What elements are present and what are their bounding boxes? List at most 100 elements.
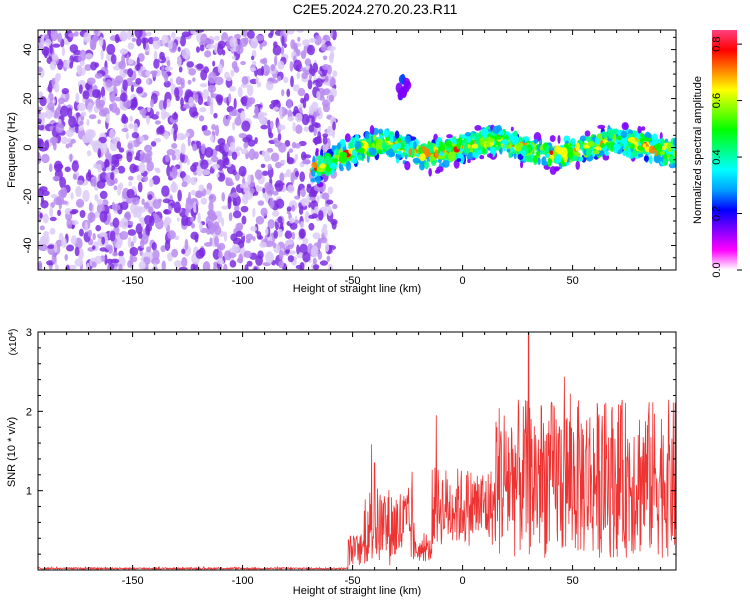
colorbar-label: Normalized spectral amplitude [692, 76, 704, 224]
spectrogram-noise-blob [71, 220, 79, 226]
spectrogram-signal-blob [673, 137, 676, 147]
spectrogram-noise-blob [52, 175, 60, 181]
spectrogram-noise-blob [112, 217, 120, 228]
spectrogram-noise-blob [53, 242, 58, 254]
spectrogram-noise-blob [307, 44, 315, 56]
spectrogram-signal-blob [535, 150, 541, 157]
spectrogram-noise-blob [189, 216, 195, 223]
spectrogram-signal-blob [453, 159, 460, 169]
spectrogram-noise-blob [326, 199, 334, 205]
spectrogram-signal-blob [438, 141, 446, 152]
spectrogram-signal-blob [486, 153, 494, 158]
snr-scale-label: (x104) [8, 329, 20, 356]
spectrogram-noise-blob [247, 84, 254, 97]
spectrogram-noise-blob [119, 231, 129, 240]
snr-line [38, 332, 676, 570]
spectrogram-noise-blob [297, 186, 301, 199]
spectrogram-noise-blob [179, 77, 185, 86]
spectrogram-noise-blob [301, 159, 311, 165]
spectrogram-noise-blob [295, 124, 303, 135]
spectrogram-noise-blob [46, 97, 51, 104]
spectrogram-noise-blob [146, 160, 154, 172]
spectrogram-noise-blob [155, 168, 161, 174]
spectrogram-noise-blob [310, 245, 319, 258]
spectrogram-noise-blob [296, 244, 300, 255]
spectrogram-noise-blob [150, 98, 154, 108]
spectrogram-noise-blob [212, 248, 221, 260]
spectrogram-noise-blob [200, 197, 207, 205]
spectrogram-noise-blob [186, 158, 190, 166]
spectrogram-noise-blob [299, 171, 306, 183]
spectrogram-signal-blob [358, 147, 365, 154]
spectrogram-noise-blob [65, 129, 74, 137]
spectrogram-noise-blob [239, 37, 248, 48]
spectrogram-y-tick-label: 0 [22, 144, 34, 150]
spectrogram-noise-blob [255, 35, 265, 42]
spectrogram-x-tick-label: 50 [566, 275, 578, 287]
spectrogram-noise-blob [287, 255, 294, 263]
spectrogram-noise-blob [223, 263, 228, 270]
spectrogram-signal-blob [549, 155, 554, 160]
spectrogram-noise-blob [186, 91, 194, 97]
spectrogram-noise-blob [181, 31, 191, 38]
spectrogram-noise-blob [274, 180, 284, 192]
spectrogram-noise-blob [208, 193, 217, 203]
spectrogram-noise-blob [188, 96, 195, 107]
spectrogram-noise-blob [320, 43, 328, 52]
spectrogram-signal-blob [510, 126, 514, 132]
spectrogram-noise-blob [255, 215, 265, 225]
spectrogram-signal-blob [653, 144, 660, 150]
snr-x-tick-label: -100 [232, 575, 254, 587]
spectrogram-noise-blob [210, 155, 219, 163]
spectrogram-noise-blob [252, 60, 257, 66]
spectrogram-noise-blob [51, 60, 57, 66]
spectrogram-noise-blob [140, 218, 145, 228]
spectrogram-noise-blob [213, 112, 218, 119]
spectrogram-noise-blob [138, 231, 143, 239]
spectrogram-noise-blob [136, 174, 142, 181]
spectrogram-signal-blob [616, 135, 622, 141]
spectrogram-noise-blob [197, 212, 201, 224]
spectrogram-noise-blob [322, 135, 328, 145]
spectrogram-noise-blob [127, 236, 132, 248]
spectrogram-signal-blob [560, 147, 568, 157]
spectrogram-noise-blob [136, 57, 140, 68]
spectrogram-signal-blob [596, 133, 603, 139]
spectrogram-noise-blob [44, 34, 50, 40]
spectrogram-signal-blob [549, 135, 556, 143]
spectrogram-signal-blob [571, 155, 579, 161]
spectrogram-signal-blob [541, 156, 547, 167]
spectrogram-noise-blob [131, 197, 140, 206]
spectrogram-signal-blob [369, 124, 375, 135]
spectrogram-noise-blob [177, 56, 182, 68]
spectrogram-noise-blob [190, 176, 197, 186]
spectrogram-noise-blob [135, 77, 142, 85]
spectrogram-noise-blob [134, 30, 143, 39]
spectrogram-signal-blob [475, 152, 479, 159]
spectrogram-signal-blob [540, 149, 549, 155]
colorbar-tick-label: 0.8 [711, 36, 723, 51]
spectrogram-noise-blob [211, 163, 220, 170]
spectrogram-noise-blob [40, 196, 44, 205]
spectrogram-noise-blob [210, 86, 214, 98]
spectrogram-signal-blob [329, 162, 338, 170]
spectrogram-noise-blob [282, 76, 289, 84]
spectrogram-signal-blob [377, 149, 383, 154]
spectrogram-noise-blob [171, 181, 177, 192]
spectrogram-noise-blob [83, 32, 92, 43]
spectrogram-noise-blob [125, 197, 133, 204]
spectrogram-noise-blob [174, 260, 183, 268]
spectrogram-noise-blob [232, 121, 236, 131]
spectrogram-signal-blob [412, 157, 421, 164]
spectrogram-noise-blob [287, 184, 295, 194]
spectrogram-noise-blob [256, 230, 262, 240]
spectrogram-signal-blob [344, 133, 351, 143]
spectrogram-noise-blob [139, 108, 147, 116]
spectrogram-noise-blob [54, 109, 58, 118]
spectrogram-noise-blob [231, 243, 240, 253]
spectrogram-isolated-blob [395, 82, 403, 94]
spectrogram-signal-blob [411, 147, 415, 157]
spectrogram-signal-blob [532, 155, 538, 164]
spectrogram-noise-blob [262, 187, 266, 194]
spectrogram-signal-blob [648, 155, 653, 165]
